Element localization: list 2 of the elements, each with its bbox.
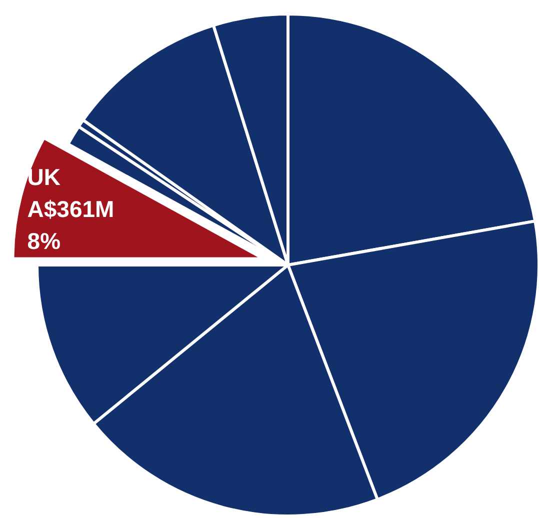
- slice-label: UK: [27, 164, 61, 190]
- data-label: A$361M 8%: [27, 196, 114, 254]
